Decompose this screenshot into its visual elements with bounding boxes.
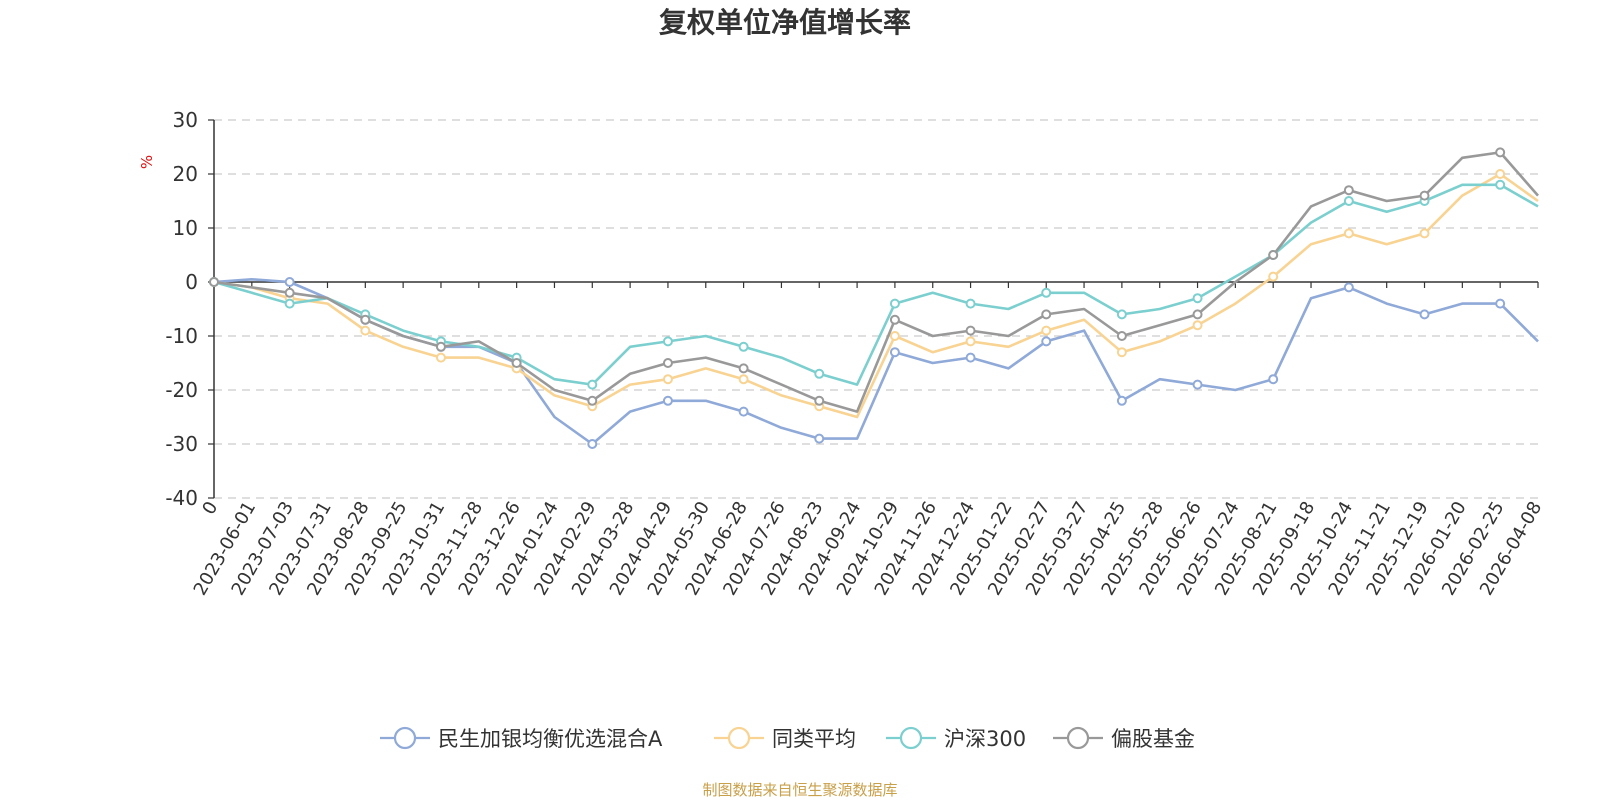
legend-label: 民生加银均衡优选混合A [438,727,663,751]
data-point [965,352,976,363]
data-point [1419,228,1430,239]
data-point [1495,179,1506,190]
data-point [209,277,219,287]
data-point [1343,185,1354,196]
data-point [662,374,673,385]
data-point [587,395,598,406]
legend-label: 沪深300 [944,727,1026,751]
data-point [1192,379,1203,390]
data-point [360,325,371,336]
legend-marker-icon [1066,726,1090,750]
axes [213,120,1538,498]
chart-title: 复权单位净值增长率 [659,6,911,39]
series-line [213,277,1539,446]
legend-item[interactable]: 同类平均 [714,726,856,751]
x-axis-ticks: 0 2023-06-012023-07-032023-07-312023-08-… [190,282,1546,599]
data-point [1495,298,1506,309]
y-tick-label: -20 [165,378,198,402]
data-point [662,358,673,368]
data-point [738,374,749,385]
data-point [284,277,295,287]
data-point [1192,320,1203,331]
y-tick-label: -40 [165,486,198,510]
data-point [1268,271,1279,282]
legend-item[interactable]: 民生加银均衡优选混合A [380,726,663,751]
data-point [1041,325,1052,336]
data-point [1116,395,1127,406]
legend-marker-icon [393,726,417,750]
data-point [1419,190,1430,201]
data-point [1343,196,1354,206]
series [209,147,1539,449]
data-point [814,433,825,444]
data-point [965,298,976,309]
y-axis-ticks: 30 20 10 0 -10 -20 -30 -40 [165,108,214,510]
data-point [587,379,598,390]
y-tick-label: 30 [173,108,198,132]
data-point [889,331,900,341]
data-point [1343,228,1354,239]
y-tick-label: -30 [165,432,198,456]
legend-label: 偏股基金 [1111,727,1195,751]
data-point [738,406,749,417]
y-axis-unit: % [138,155,156,169]
data-source-note: 制图数据来自恒生聚源数据库 [702,781,897,799]
y-tick-label: -10 [165,324,198,348]
data-point [965,336,976,347]
data-point [738,341,749,352]
data-point [1041,287,1052,298]
y-tick-label: 20 [173,162,198,186]
data-point [435,341,446,352]
data-point [1343,282,1354,293]
y-tick-label: 0 [185,270,198,294]
data-point [889,314,900,325]
data-point [1116,309,1127,320]
legend-label: 同类平均 [772,727,856,751]
data-point [814,395,825,406]
data-point [889,347,900,358]
data-point [284,287,295,298]
data-point [1041,309,1052,320]
data-point [1116,331,1127,341]
data-point [284,298,295,309]
data-point [662,395,673,406]
data-point [1419,309,1430,320]
grid [214,119,1538,499]
legend-item[interactable]: 偏股基金 [1053,726,1195,751]
legend-marker-icon [727,726,751,750]
data-point [1495,169,1506,179]
legend[interactable]: 民生加银均衡优选混合A 同类平均 沪深300 偏股基金 [380,726,1195,751]
legend-item[interactable]: 沪深300 [886,726,1026,751]
series-line [213,172,1539,419]
data-point [360,314,371,325]
data-point [662,336,673,347]
data-point [1192,309,1203,320]
data-point [1268,250,1279,260]
y-tick-label: 10 [173,216,198,240]
data-point [587,439,598,449]
x-origin-label: 0 [198,498,222,518]
data-point [1116,347,1127,358]
series-line [213,151,1539,413]
data-point [965,325,976,336]
data-point [814,368,825,379]
data-point [1192,293,1203,304]
data-point [1041,336,1052,347]
series-line [213,183,1539,386]
data-point [738,363,749,374]
data-point [889,298,900,309]
data-point [511,358,522,368]
data-point [1495,147,1506,158]
data-point [1268,374,1279,385]
data-point [435,352,446,363]
legend-marker-icon [899,726,923,750]
